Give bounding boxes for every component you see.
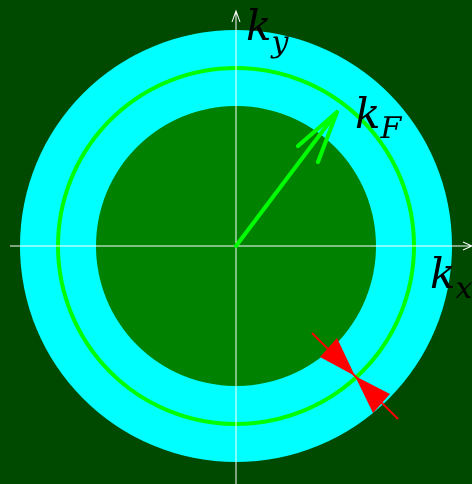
width-arrowhead-outer-icon <box>355 376 390 413</box>
ky-axis-arrowhead-icon <box>231 9 241 23</box>
shell-width-marker-icon <box>311 332 399 420</box>
kf-label: kF <box>355 89 402 146</box>
ky-label: ky <box>246 1 289 60</box>
fermi-vector-arrow-icon <box>234 110 339 248</box>
kx-axis <box>10 241 472 251</box>
width-arrowhead-inner-icon <box>320 338 355 376</box>
kx-axis-arrowhead-icon <box>462 241 472 251</box>
kx-label: kx <box>430 249 472 306</box>
